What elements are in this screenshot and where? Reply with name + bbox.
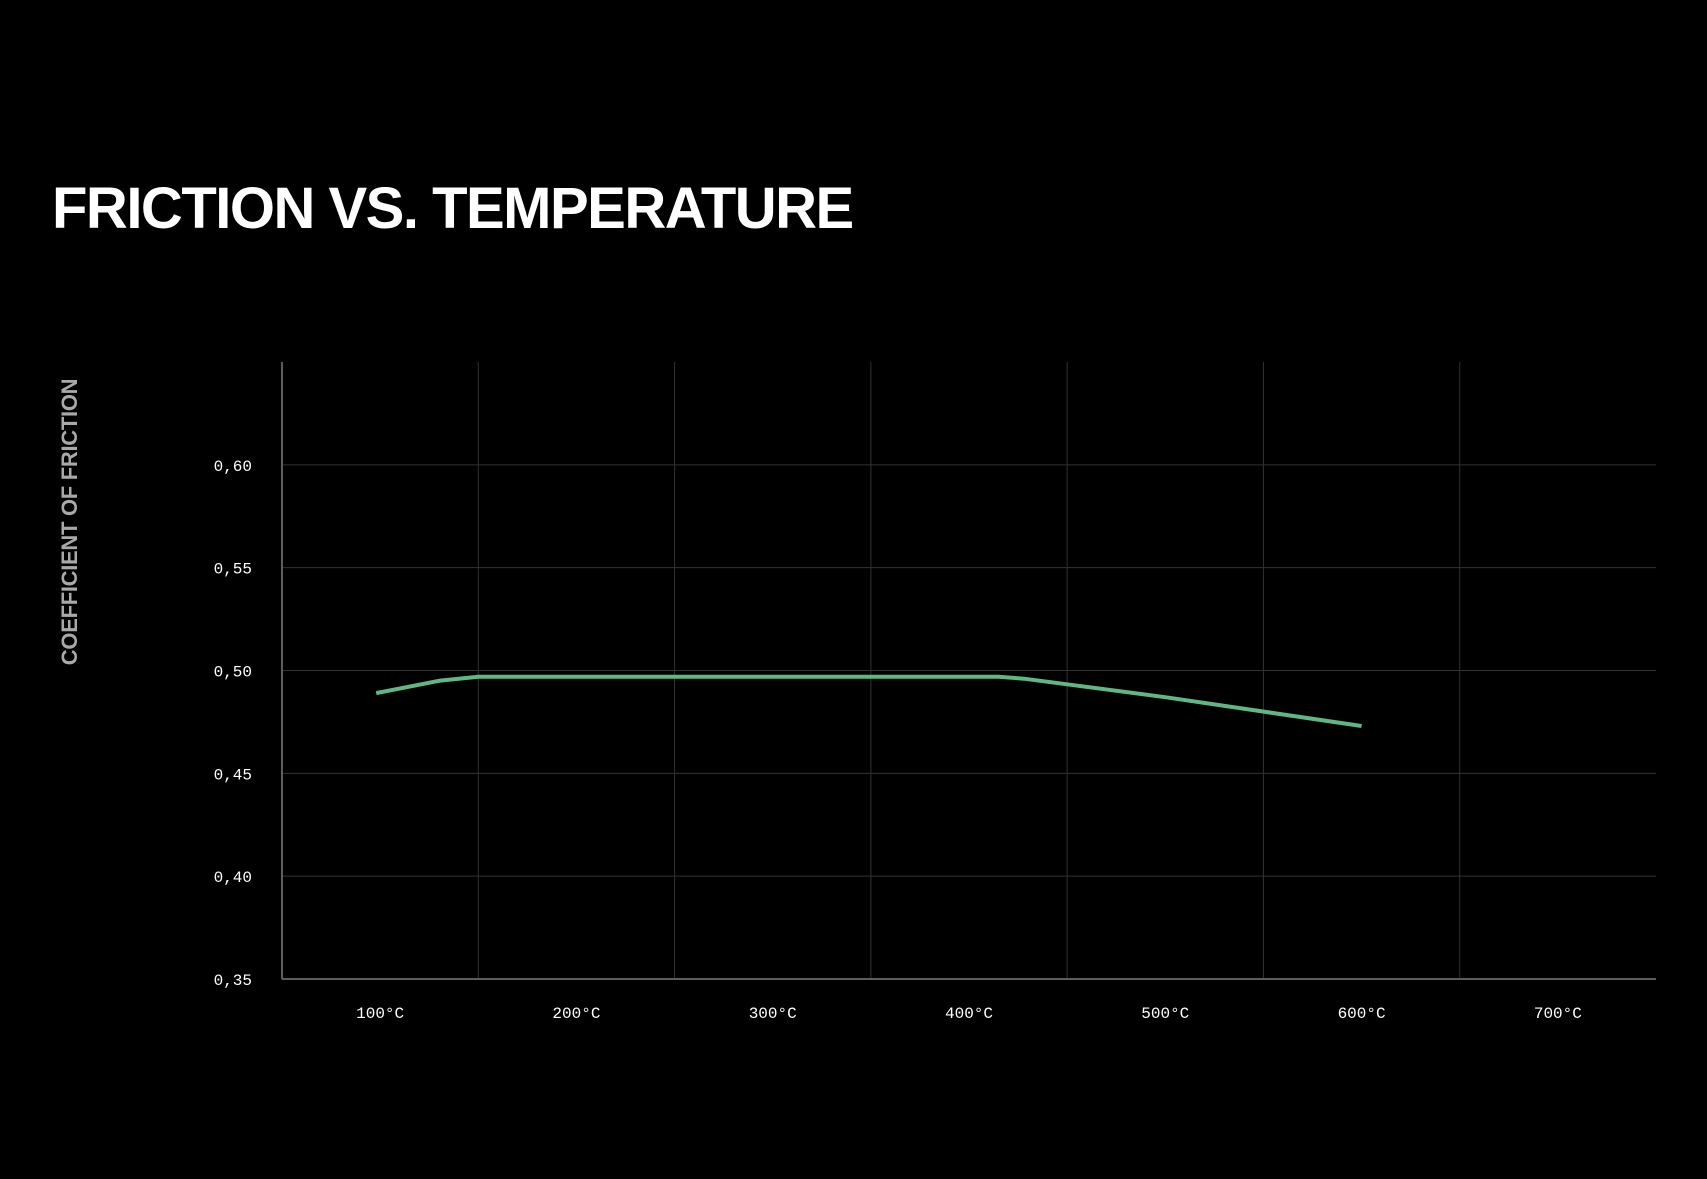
axes — [281, 362, 1656, 980]
y-tick-label: 0,60 — [214, 458, 252, 476]
chart-title: FRICTION VS. TEMPERATURE — [52, 176, 854, 241]
x-tick-label: 700°C — [1534, 1005, 1582, 1023]
series-line — [375, 674, 1362, 728]
y-tick-label: 0,35 — [214, 972, 252, 990]
x-tick-label: 500°C — [1141, 1005, 1189, 1023]
y-tick-labels: 0,35 0,40 0,45 0,50 0,55 0,60 — [214, 458, 252, 990]
y-tick-label: 0,40 — [214, 869, 252, 887]
x-tick-label: 300°C — [749, 1005, 797, 1023]
x-tick-label: 400°C — [945, 1005, 993, 1023]
y-tick-label: 0,55 — [214, 561, 252, 579]
x-tick-labels: 100°C 200°C 300°C 400°C 500°C 600°C 700°C — [356, 1005, 1582, 1023]
x-tick-label: 200°C — [552, 1005, 600, 1023]
x-tick-label: 600°C — [1338, 1005, 1386, 1023]
x-tick-label: 100°C — [356, 1005, 404, 1023]
y-tick-label: 0,50 — [214, 664, 252, 682]
grid — [282, 362, 1656, 979]
series-layer — [375, 674, 1362, 728]
y-tick-label: 0,45 — [214, 766, 252, 784]
y-axis-label: COEFFICIENT OF FRICTION — [57, 379, 82, 665]
